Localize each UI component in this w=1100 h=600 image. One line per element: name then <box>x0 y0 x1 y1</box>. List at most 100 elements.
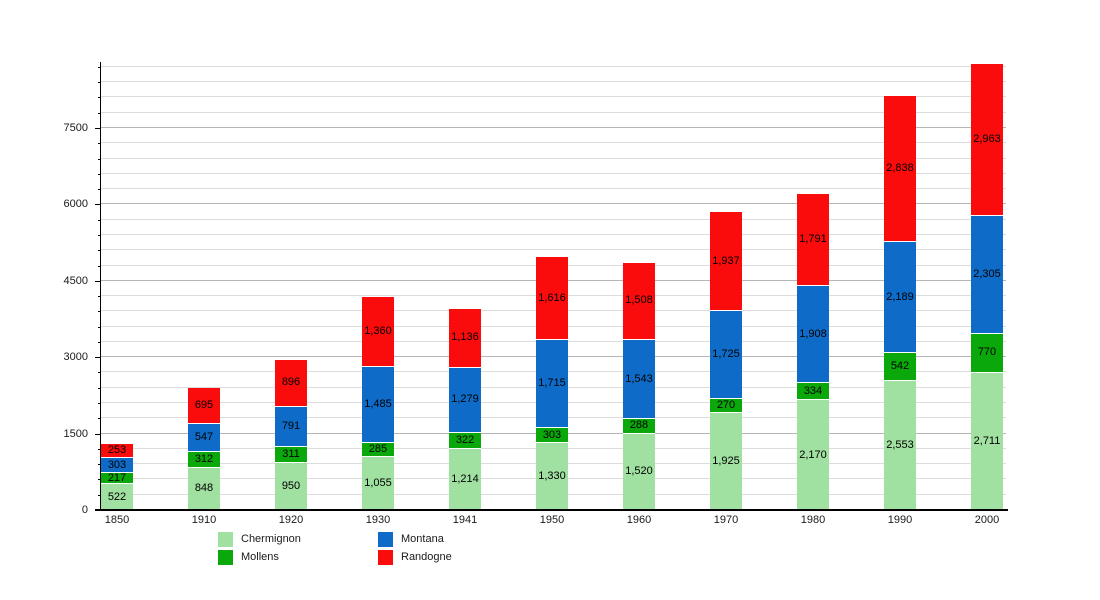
y-axis-tick <box>98 97 101 98</box>
major-gridline <box>101 203 1006 205</box>
segment-value-label: 285 <box>368 443 388 456</box>
x-axis-label-1941: 1941 <box>452 514 478 526</box>
segment-value-label: 2,305 <box>973 268 1001 281</box>
bar-segment-chermignon: 1,055 <box>362 456 394 510</box>
segment-value-label: 1,520 <box>625 465 653 478</box>
x-axis-label-1990: 1990 <box>887 514 913 526</box>
minor-gridline <box>101 249 1006 251</box>
y-axis-tick <box>98 388 101 389</box>
bar-segment-mollens: 303 <box>536 426 568 443</box>
minor-gridline <box>101 81 1006 83</box>
x-axis-line <box>95 509 1008 511</box>
bar-segment-montana: 2,189 <box>884 240 916 353</box>
bar-segment-montana: 303 <box>101 456 133 473</box>
bar-segment-mollens: 270 <box>710 398 742 412</box>
bar-segment-mollens: 311 <box>275 445 307 462</box>
bar-segment-randogne: 1,136 <box>449 308 481 367</box>
legend-item-chermignon: Chermignon <box>218 531 301 547</box>
y-axis-tick <box>95 357 101 358</box>
legend-label: Chermignon <box>241 533 301 545</box>
bar-segment-mollens: 542 <box>884 352 916 380</box>
legend-label: Mollens <box>241 551 279 563</box>
bar-segment-mollens: 312 <box>188 450 220 467</box>
bar-segment-chermignon: 2,170 <box>797 399 829 510</box>
segment-value-label: 1,791 <box>799 233 827 246</box>
x-axis-label-1920: 1920 <box>278 514 304 526</box>
major-gridline <box>101 127 1006 129</box>
segment-value-label: 1,725 <box>712 348 740 361</box>
y-axis-tick <box>98 479 101 480</box>
bar-segment-chermignon: 1,520 <box>623 432 655 510</box>
bar-segment-mollens: 285 <box>362 441 394 457</box>
segment-value-label: 542 <box>890 360 910 373</box>
legend-label: Montana <box>401 533 444 545</box>
y-axis-tick <box>98 311 101 312</box>
x-axis-label-1980: 1980 <box>800 514 826 526</box>
segment-value-label: 253 <box>107 444 127 456</box>
legend-swatch-randogne <box>378 549 393 565</box>
y-axis-tick-label: 4500 <box>63 275 88 287</box>
y-axis-line <box>100 62 101 510</box>
bar-segment-chermignon: 1,214 <box>449 448 481 510</box>
bar-segment-mollens: 322 <box>449 431 481 449</box>
y-axis-tick <box>98 342 101 343</box>
bar-segment-randogne: 1,791 <box>797 194 829 286</box>
bar-segment-montana: 1,715 <box>536 339 568 427</box>
bar-segment-randogne: 1,508 <box>623 262 655 340</box>
segment-value-label: 1,616 <box>538 291 566 304</box>
bar-segment-mollens: 334 <box>797 382 829 400</box>
segment-value-label: 791 <box>281 419 301 432</box>
bar-segment-montana: 1,725 <box>710 310 742 399</box>
legend-item-mollens: Mollens <box>218 549 279 565</box>
minor-gridline <box>101 96 1006 98</box>
segment-value-label: 770 <box>977 346 997 359</box>
y-axis-tick <box>98 67 101 68</box>
y-axis-tick <box>95 204 101 205</box>
segment-value-label: 1,214 <box>451 473 479 486</box>
segment-value-label: 1,279 <box>451 393 479 406</box>
segment-value-label: 522 <box>107 490 127 503</box>
segment-value-label: 288 <box>629 419 649 432</box>
bar-segment-montana: 1,908 <box>797 285 829 383</box>
bar-segment-randogne: 2,963 <box>971 64 1003 216</box>
bar-segment-montana: 1,279 <box>449 366 481 432</box>
segment-value-label: 2,711 <box>973 434 1001 447</box>
minor-gridline <box>101 142 1006 144</box>
segment-value-label: 1,543 <box>625 372 653 385</box>
bar-segment-chermignon: 848 <box>188 466 220 510</box>
minor-gridline <box>101 188 1006 190</box>
bar-segment-randogne: 253 <box>101 444 133 457</box>
x-axis-label-2000: 2000 <box>974 514 1000 526</box>
minor-gridline <box>101 65 1006 67</box>
plot-area: 522 217 303 253 848 312 547 695 950 311 791 896 1,05… <box>101 62 1006 510</box>
segment-value-label: 1,715 <box>538 377 566 390</box>
y-axis-tick <box>98 372 101 373</box>
y-axis-tick <box>95 128 101 129</box>
y-axis-tick-label: 3000 <box>63 351 88 363</box>
y-axis-tick <box>98 159 101 160</box>
segment-value-label: 2,553 <box>886 438 914 451</box>
segment-value-label: 270 <box>716 399 736 412</box>
segment-value-label: 303 <box>107 458 127 471</box>
bar-segment-montana: 1,543 <box>623 339 655 418</box>
segment-value-label: 1,485 <box>364 397 392 410</box>
segment-value-label: 312 <box>194 452 214 465</box>
minor-gridline <box>101 233 1006 235</box>
minor-gridline <box>101 111 1006 113</box>
y-axis-tick <box>98 296 101 297</box>
y-axis-tick <box>98 113 101 114</box>
segment-value-label: 1,136 <box>451 331 479 344</box>
bar-segment-chermignon: 522 <box>101 483 133 510</box>
minor-gridline <box>101 172 1006 174</box>
segment-value-label: 1,055 <box>364 477 392 490</box>
y-axis-tick <box>98 266 101 267</box>
bar-segment-mollens: 770 <box>971 332 1003 372</box>
y-axis-tick-label: 6000 <box>63 198 88 210</box>
bar-segment-chermignon: 2,553 <box>884 379 916 510</box>
y-axis-tick <box>98 189 101 190</box>
segment-value-label: 1,360 <box>364 324 392 337</box>
y-axis-tick <box>98 495 101 496</box>
y-axis-tick <box>95 434 101 435</box>
y-axis-tick <box>98 449 101 450</box>
